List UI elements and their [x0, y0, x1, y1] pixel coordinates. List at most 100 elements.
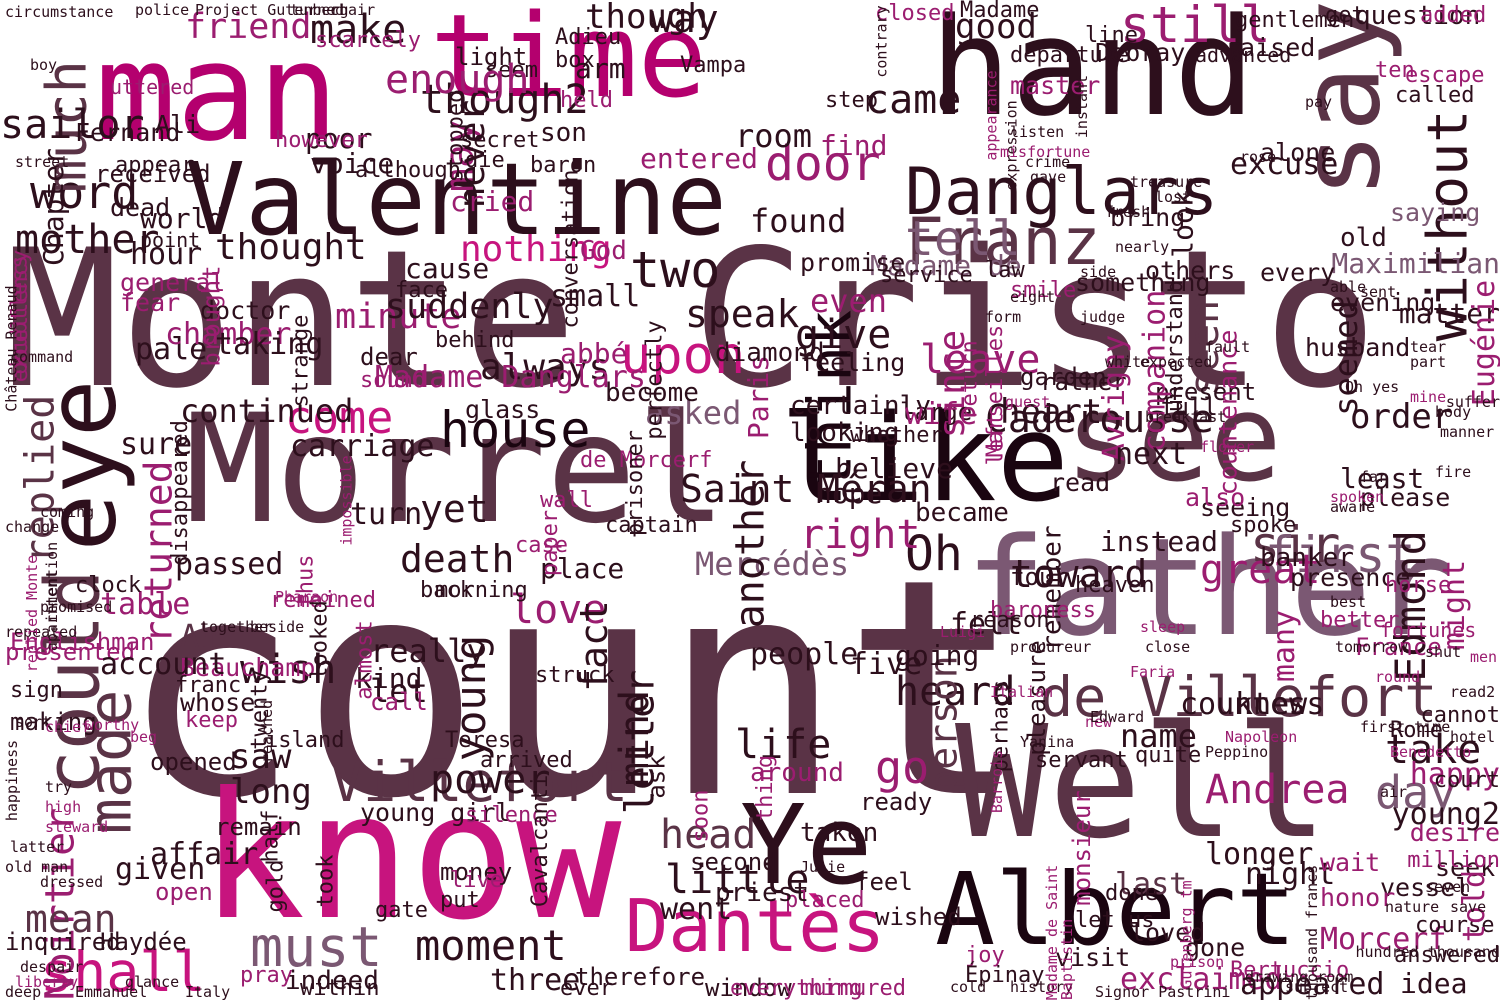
- word-priest: priest: [715, 878, 809, 908]
- word-old-man: old man: [5, 858, 69, 876]
- word-therefore: therefore: [575, 963, 706, 991]
- word-oh-yes: Oh yes: [1345, 378, 1400, 396]
- word-time: time: [430, 0, 707, 124]
- word-clock: clock: [75, 573, 142, 598]
- word-day: day: [1375, 766, 1457, 819]
- word-million: million: [1407, 848, 1500, 873]
- word-presence: presence: [1290, 563, 1411, 592]
- word-certainly: certainly: [790, 391, 931, 421]
- word-garden: garden: [1020, 363, 1107, 391]
- word-vampa: Vampa: [680, 53, 747, 78]
- word-latter: latter: [10, 838, 65, 856]
- word-vessel: vessel: [1380, 873, 1471, 902]
- word-turned: turned: [290, 1, 345, 19]
- word-minute: minute: [335, 297, 462, 337]
- word-sort: sort: [15, 713, 52, 731]
- word-arm: arm: [575, 52, 626, 85]
- word-sleep: sleep: [1140, 618, 1186, 636]
- word-put: put: [440, 888, 480, 913]
- word-also: also: [1185, 483, 1246, 512]
- word-nothing: nothing: [460, 229, 612, 270]
- word-everything: everything: [730, 976, 863, 1000]
- word-knew: knew: [1235, 687, 1308, 722]
- word-shut: shut: [1425, 643, 1462, 661]
- word-see: see: [1065, 370, 1282, 509]
- word-face: face: [395, 278, 448, 303]
- word-wait: wait: [1320, 848, 1381, 877]
- word-gate: gate: [375, 898, 428, 923]
- word-maximilian: Maximilian: [1331, 247, 1500, 280]
- word-liberty: liberty: [15, 973, 79, 991]
- word-caderousse: Caderousse: [985, 397, 1214, 441]
- word-raised: raised: [1225, 33, 1316, 62]
- word-cried: cried: [450, 185, 535, 218]
- word-room: room: [735, 117, 813, 155]
- word-sir: sir: [1250, 516, 1341, 574]
- word-placed: placed: [785, 888, 865, 913]
- word-almost: almost: [352, 619, 378, 700]
- word-oh: Oh: [905, 526, 963, 582]
- word-first-time: first time: [1360, 718, 1451, 736]
- word-fire: fire: [1435, 463, 1472, 481]
- word-sound: sound: [360, 368, 427, 393]
- word-reached: reached: [258, 700, 276, 764]
- word-half: half: [257, 809, 283, 863]
- word-moment: moment: [415, 921, 567, 970]
- word-general: general: [120, 268, 226, 297]
- word-pray: pray: [240, 963, 293, 988]
- word-indeed: indeed: [285, 966, 379, 996]
- word-companion: companion: [1137, 290, 1172, 453]
- word-fear: fear: [120, 288, 181, 317]
- word-happiness: happiness: [3, 740, 21, 822]
- word-keep: keep: [185, 708, 238, 733]
- word-appearance: appearance: [983, 70, 1001, 161]
- word-fresh: fresh: [1105, 203, 1151, 221]
- word-de-villefort: de Villefort: [1040, 665, 1438, 729]
- word-remained: remained: [270, 588, 376, 613]
- word-became: became: [915, 498, 1009, 528]
- word-baron: baron: [530, 153, 597, 178]
- word-conversation: conversation: [557, 169, 583, 329]
- word-boy: boy: [30, 56, 58, 74]
- word-dear: dear: [360, 343, 418, 371]
- word-though: though: [585, 0, 708, 37]
- word-answered: answered: [1394, 943, 1500, 968]
- word-asked: asked: [645, 394, 742, 432]
- word-call: call: [370, 688, 428, 716]
- word-round: round: [1375, 668, 1421, 686]
- word-life: life: [735, 722, 832, 768]
- word-joy: joy: [965, 943, 1005, 968]
- word-shall: shall: [40, 940, 206, 1000]
- word-deep: deep: [5, 983, 42, 1000]
- word-old: old: [1340, 223, 1387, 253]
- word-men: men: [1470, 648, 1498, 666]
- word-ali: Ali: [155, 110, 201, 139]
- word-taking: taking: [215, 327, 324, 362]
- word-long: long: [230, 772, 312, 812]
- word-better: better: [1320, 608, 1400, 633]
- word-replied-monte: replied Monte: [23, 555, 41, 673]
- word-get: get: [1325, 3, 1365, 28]
- word-feel: feel: [855, 868, 913, 896]
- word-desire: desire: [1409, 818, 1500, 847]
- word-looked: looked: [307, 599, 333, 680]
- word-around: around: [750, 758, 844, 788]
- word-form: form: [985, 308, 1022, 326]
- word-uttered: uttered: [110, 75, 195, 99]
- word-came: came: [865, 77, 962, 123]
- word-servant: servant: [1035, 748, 1128, 773]
- word-friend: friend: [185, 7, 312, 47]
- word-perfectly: perfectly: [643, 320, 668, 440]
- word-passed: passed: [175, 547, 284, 582]
- word-service: service: [880, 263, 973, 288]
- word-barrois: Barrois: [988, 750, 1006, 814]
- word-behind: behind: [435, 328, 515, 353]
- word-next: next: [1115, 437, 1188, 472]
- word-husband: husband: [1305, 333, 1411, 362]
- word-ever: ever: [560, 976, 613, 1000]
- word-high: high: [45, 798, 82, 816]
- word-tomorrow: tomorrow: [1335, 638, 1408, 656]
- word-well: Well: [955, 692, 1329, 873]
- word-three: three: [490, 963, 581, 998]
- word-bertuccio: Bertuccio: [1230, 958, 1350, 983]
